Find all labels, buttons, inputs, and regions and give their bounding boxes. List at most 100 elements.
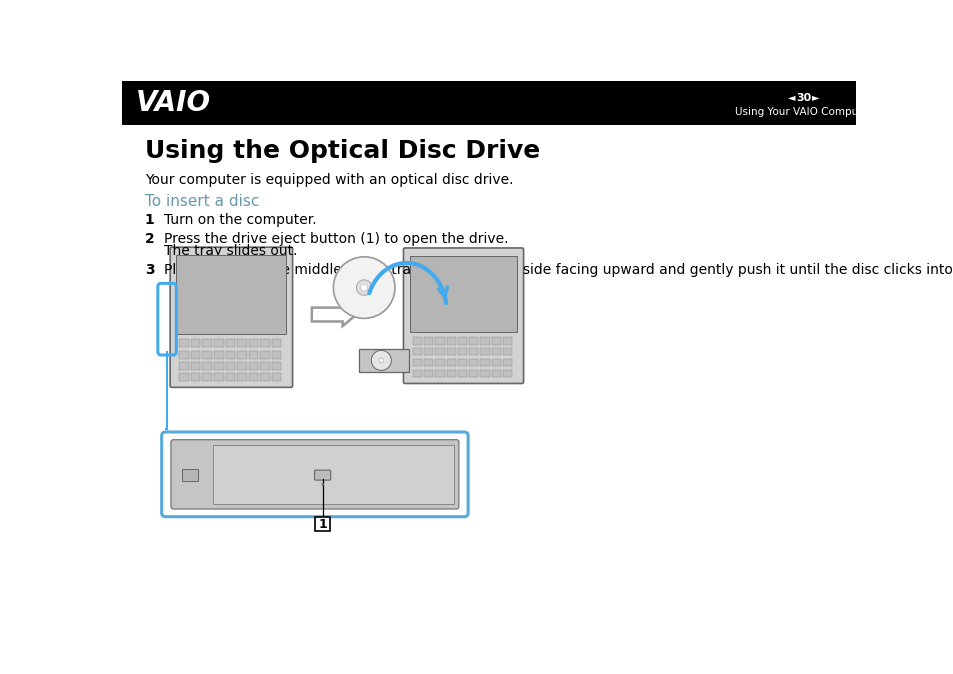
Bar (435, 359, 444, 367)
Bar (469, 337, 477, 344)
Bar (457, 348, 467, 355)
Bar (272, 362, 281, 370)
Bar (480, 348, 489, 355)
Bar (435, 369, 444, 377)
Bar (457, 337, 467, 344)
Bar (202, 350, 212, 359)
FancyBboxPatch shape (171, 439, 458, 509)
Bar (272, 339, 281, 347)
Text: 3: 3 (145, 263, 154, 276)
Bar (491, 337, 500, 344)
Text: Place a disc in the middle of the tray with the label side facing upward and gen: Place a disc in the middle of the tray w… (164, 263, 953, 276)
Bar (191, 350, 200, 359)
Text: ▾: ▾ (320, 482, 324, 488)
Bar (446, 369, 456, 377)
Bar (314, 518, 330, 531)
Bar (179, 362, 189, 370)
Text: 2: 2 (145, 232, 154, 246)
Bar (491, 369, 500, 377)
Bar (502, 337, 512, 344)
Bar (225, 373, 234, 381)
Bar (249, 373, 258, 381)
Text: 1: 1 (318, 518, 327, 531)
Bar (502, 348, 512, 355)
Bar (457, 369, 467, 377)
Bar (272, 350, 281, 359)
Bar (423, 348, 433, 355)
Bar (480, 369, 489, 377)
Bar (237, 350, 246, 359)
Bar (249, 362, 258, 370)
FancyBboxPatch shape (161, 432, 468, 517)
Text: ►: ► (812, 92, 819, 102)
FancyBboxPatch shape (170, 247, 293, 388)
Bar (413, 348, 421, 355)
Bar (225, 362, 234, 370)
Text: Using the Optical Disc Drive: Using the Optical Disc Drive (145, 139, 539, 162)
Bar (213, 373, 223, 381)
Bar (358, 349, 409, 372)
Bar (413, 359, 421, 367)
Bar (446, 348, 456, 355)
FancyBboxPatch shape (403, 248, 523, 384)
Bar (191, 373, 200, 381)
Text: Using Your VAIO Computer: Using Your VAIO Computer (734, 107, 872, 117)
Bar (225, 339, 234, 347)
Bar (213, 445, 453, 503)
Bar (260, 362, 270, 370)
Bar (176, 255, 286, 334)
Bar (446, 337, 456, 344)
Bar (435, 337, 444, 344)
Bar (191, 362, 200, 370)
Bar (469, 369, 477, 377)
Bar (423, 359, 433, 367)
Bar (213, 350, 223, 359)
Bar (249, 339, 258, 347)
Circle shape (333, 257, 395, 318)
Bar (213, 339, 223, 347)
Bar (182, 469, 197, 481)
Text: 1: 1 (145, 213, 154, 227)
Bar (423, 369, 433, 377)
Bar (191, 339, 200, 347)
Bar (121, 81, 856, 125)
Bar (480, 337, 489, 344)
Text: ◄: ◄ (787, 92, 795, 102)
Bar (202, 339, 212, 347)
Circle shape (378, 358, 383, 363)
Bar (469, 348, 477, 355)
Bar (237, 362, 246, 370)
Bar (179, 339, 189, 347)
Text: Your computer is equipped with an optical disc drive.: Your computer is equipped with an optica… (145, 173, 513, 187)
Bar (457, 359, 467, 367)
Text: The tray slides out.: The tray slides out. (164, 244, 297, 258)
Bar (491, 359, 500, 367)
Bar (260, 373, 270, 381)
FancyBboxPatch shape (314, 470, 331, 480)
Bar (249, 350, 258, 359)
Bar (491, 348, 500, 355)
Bar (260, 339, 270, 347)
Circle shape (356, 280, 372, 295)
Bar (225, 350, 234, 359)
Bar (480, 359, 489, 367)
Bar (435, 348, 444, 355)
Bar (202, 362, 212, 370)
Bar (202, 373, 212, 381)
Bar (409, 255, 517, 332)
Bar (272, 373, 281, 381)
FancyArrow shape (312, 303, 356, 326)
Bar (179, 350, 189, 359)
Bar (237, 373, 246, 381)
Bar (423, 337, 433, 344)
Bar (237, 339, 246, 347)
Bar (413, 369, 421, 377)
Bar (502, 359, 512, 367)
Text: 30: 30 (796, 92, 811, 102)
Text: Press the drive eject button (1) to open the drive.: Press the drive eject button (1) to open… (164, 232, 508, 246)
Bar (446, 359, 456, 367)
Text: VAIO: VAIO (135, 89, 211, 117)
Bar (413, 337, 421, 344)
Text: Turn on the computer.: Turn on the computer. (164, 213, 316, 227)
Circle shape (360, 284, 367, 291)
